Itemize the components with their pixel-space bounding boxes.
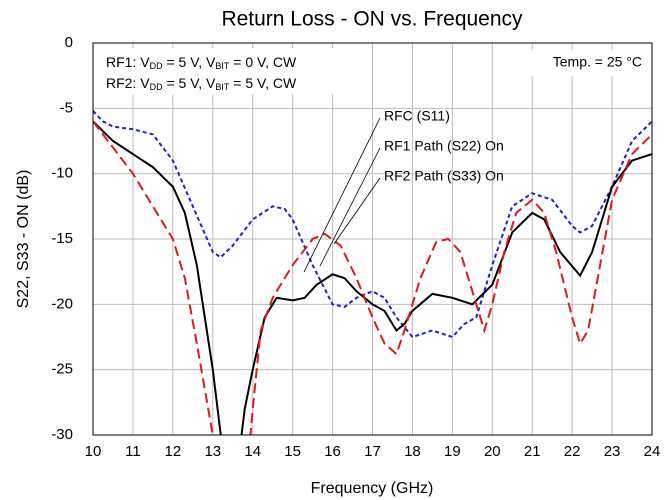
y-tick-label: -25 — [51, 361, 73, 378]
leader-line — [303, 117, 381, 273]
conditions-box — [97, 48, 369, 94]
subscript: DD — [150, 82, 163, 92]
y-tick-label: -30 — [51, 426, 73, 443]
x-tick-label: 10 — [85, 443, 102, 460]
condition-text: = 5 V, CW — [229, 75, 297, 91]
series-line — [93, 110, 652, 339]
subscript: BIT — [215, 82, 230, 92]
x-tick-label: 15 — [284, 443, 301, 460]
x-tick-label: 17 — [364, 443, 381, 460]
plot-frame — [92, 42, 653, 436]
plot-lines — [93, 110, 652, 435]
x-tick-label: 21 — [524, 443, 541, 460]
grid — [92, 42, 653, 436]
subscript: BIT — [215, 61, 230, 71]
x-tick-label: 22 — [564, 443, 581, 460]
subscript: DD — [150, 61, 163, 71]
x-tick-label: 14 — [244, 443, 261, 460]
series-line — [93, 120, 652, 435]
temperature-box — [505, 50, 648, 76]
condition-line: RF2: VDD = 5 V, VBIT = 5 V, CW — [106, 75, 297, 93]
x-tick-label: 19 — [444, 443, 461, 460]
y-axis-label: S22, S33 - ON (dB) — [15, 170, 32, 309]
x-tick-label: 12 — [165, 443, 182, 460]
series-label: RF2 Path (S33) On — [384, 168, 504, 184]
x-axis-label: Frequency (GHz) — [311, 480, 434, 497]
series-label: RF1 Path (S22) On — [384, 138, 504, 154]
y-tick-label: -20 — [51, 295, 73, 312]
y-tick-label: 0 — [65, 34, 73, 51]
x-tick-label: 11 — [125, 443, 141, 460]
leader-line — [319, 147, 381, 267]
y-tick-label: -15 — [51, 230, 73, 247]
x-tick-label: 16 — [324, 443, 341, 460]
x-tick-label: 20 — [484, 443, 501, 460]
legend: RFC (S11) RF1 Path (S22) On RF2 Path (S33)… — [384, 108, 504, 184]
y-tick-label: -5 — [60, 99, 73, 116]
x-tick-label: 23 — [604, 443, 621, 460]
series-line — [93, 120, 652, 435]
leader-lines — [303, 117, 381, 273]
condition-text: RF1: V — [106, 54, 150, 70]
condition-text: = 0 V, CW — [229, 54, 297, 70]
x-tick-label: 13 — [204, 443, 221, 460]
condition-text: = 5 V, V — [163, 75, 216, 91]
condition-text: = 5 V, V — [163, 54, 216, 70]
x-tick-label: 24 — [644, 443, 661, 460]
x-tick-label: 18 — [404, 443, 421, 460]
y-tick-label: -10 — [51, 165, 73, 182]
condition-line: RF1: VDD = 5 V, VBIT = 0 V, CW — [106, 54, 297, 72]
series-label: RFC (S11) — [384, 108, 450, 124]
temperature-note: Temp. = 25 °C — [553, 54, 642, 70]
leader-line — [333, 177, 381, 245]
condition-text: RF2: V — [106, 75, 150, 91]
chart-title: Return Loss - ON vs. Frequency — [221, 8, 523, 31]
